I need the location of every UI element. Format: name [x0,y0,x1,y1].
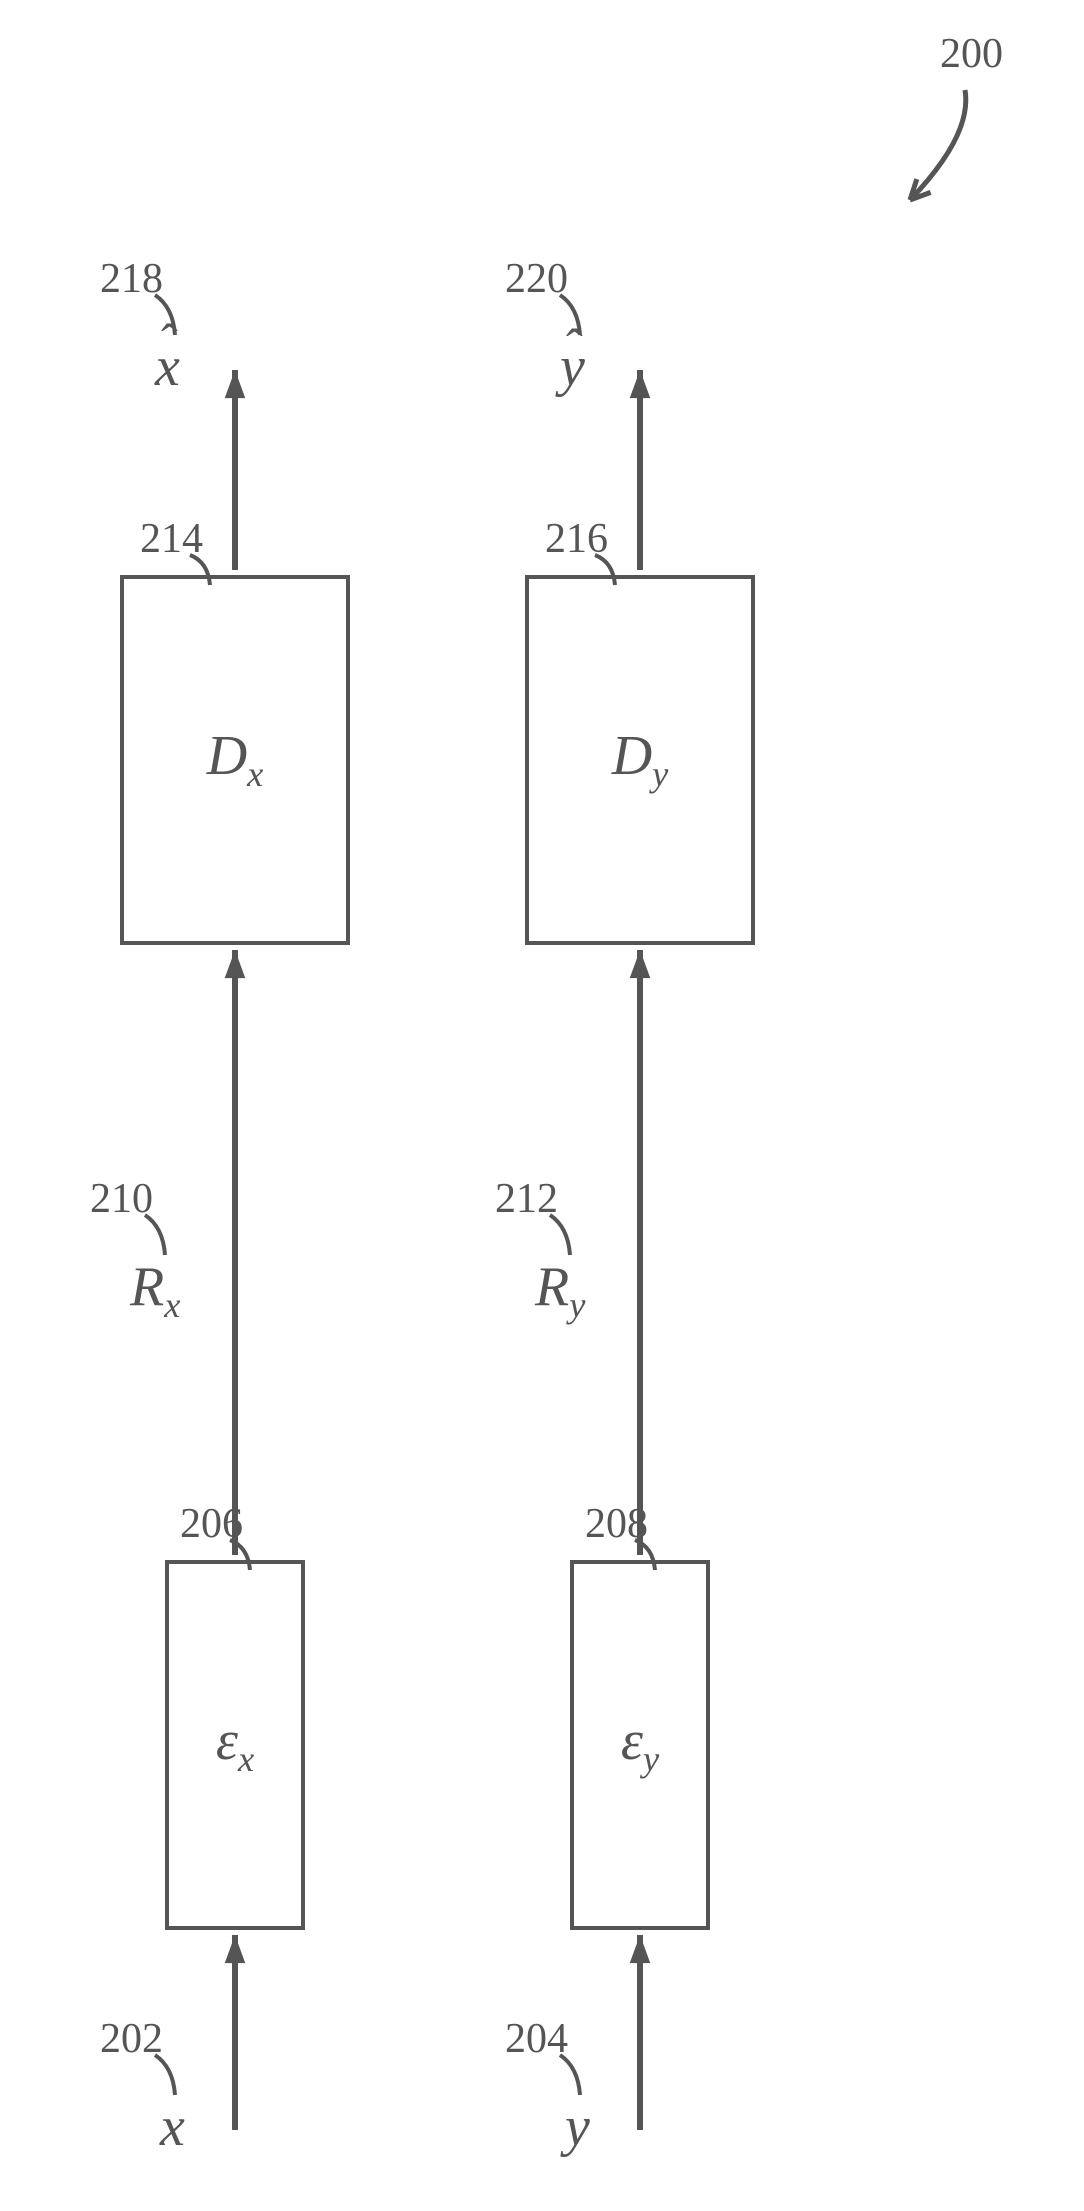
diagram-canvas: 200εx206εy208Dx214Dy216x202y204Rx210Ry21… [0,0,1084,2211]
reference-leader-line [0,0,1084,2211]
